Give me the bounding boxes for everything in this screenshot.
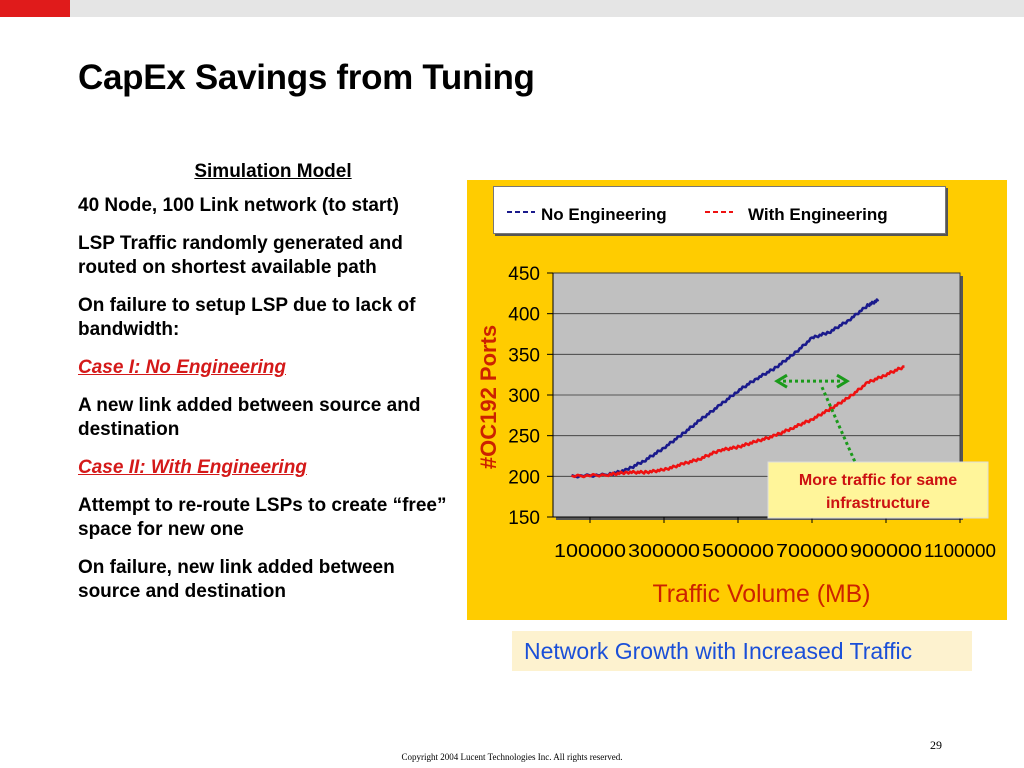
- paragraph-new-link-fallback: On failure, new link added between sourc…: [78, 557, 395, 602]
- y-tick-label: 400: [508, 305, 540, 326]
- case-two-heading: Case II: With Engineering: [78, 457, 307, 478]
- y-tick-label: 300: [508, 386, 540, 407]
- x-tick-label: 1100000: [924, 541, 996, 561]
- paragraph-network: 40 Node, 100 Link network (to start): [78, 195, 399, 216]
- slide-title: CapEx Savings from Tuning: [78, 58, 535, 97]
- paragraph-new-link: A new link added between source and dest…: [78, 395, 421, 440]
- title-bar-accent: [0, 0, 70, 17]
- x-tick-label: 100000: [554, 541, 626, 561]
- paragraph-reroute: Attempt to re-route LSPs to create “free…: [78, 495, 447, 540]
- copyright-notice: Copyright 2004 Lucent Technologies Inc. …: [401, 752, 623, 762]
- legend-label: With Engineering: [748, 205, 888, 224]
- series-line-with-engineering: [571, 365, 905, 479]
- simulation-model-text: Simulation Model 40 Node, 100 Link netwo…: [78, 160, 458, 618]
- legend-label: No Engineering: [541, 205, 667, 224]
- y-tick-label: 150: [508, 508, 540, 529]
- paragraph-lsp-traffic: LSP Traffic randomly generated and route…: [78, 233, 403, 278]
- x-axis-title: Traffic Volume (MB): [653, 580, 871, 608]
- annotation-arrowhead-right: [836, 373, 850, 389]
- x-tick-label: 900000: [850, 541, 922, 561]
- case-one-heading: Case I: No Engineering: [78, 357, 286, 378]
- annotation-arrowhead-left: [774, 373, 788, 389]
- annotation-box: [767, 461, 989, 519]
- annotation-pointer: [820, 386, 857, 463]
- title-bar: [0, 0, 1024, 17]
- x-tick-label: 300000: [628, 541, 700, 561]
- annotation-text: More traffic for same infrastructure: [799, 472, 957, 512]
- y-tick-label: 350: [508, 345, 540, 366]
- y-tick-label: 450: [508, 264, 540, 285]
- chart-caption: Network Growth with Increased Traffic: [512, 631, 972, 671]
- y-axis-title: #OC192 Ports: [476, 325, 501, 469]
- simulation-model-heading: Simulation Model: [194, 161, 352, 182]
- y-tick-label: 250: [508, 427, 540, 448]
- y-tick-label: 200: [508, 467, 540, 488]
- chart-legend-box: [493, 186, 946, 234]
- x-tick-label: 700000: [776, 541, 848, 561]
- page-number: 29: [930, 738, 942, 752]
- paragraph-on-failure: On failure to setup LSP due to lack of b…: [78, 295, 416, 340]
- x-tick-label: 500000: [702, 541, 774, 561]
- series-line-no-engineering: [571, 298, 880, 479]
